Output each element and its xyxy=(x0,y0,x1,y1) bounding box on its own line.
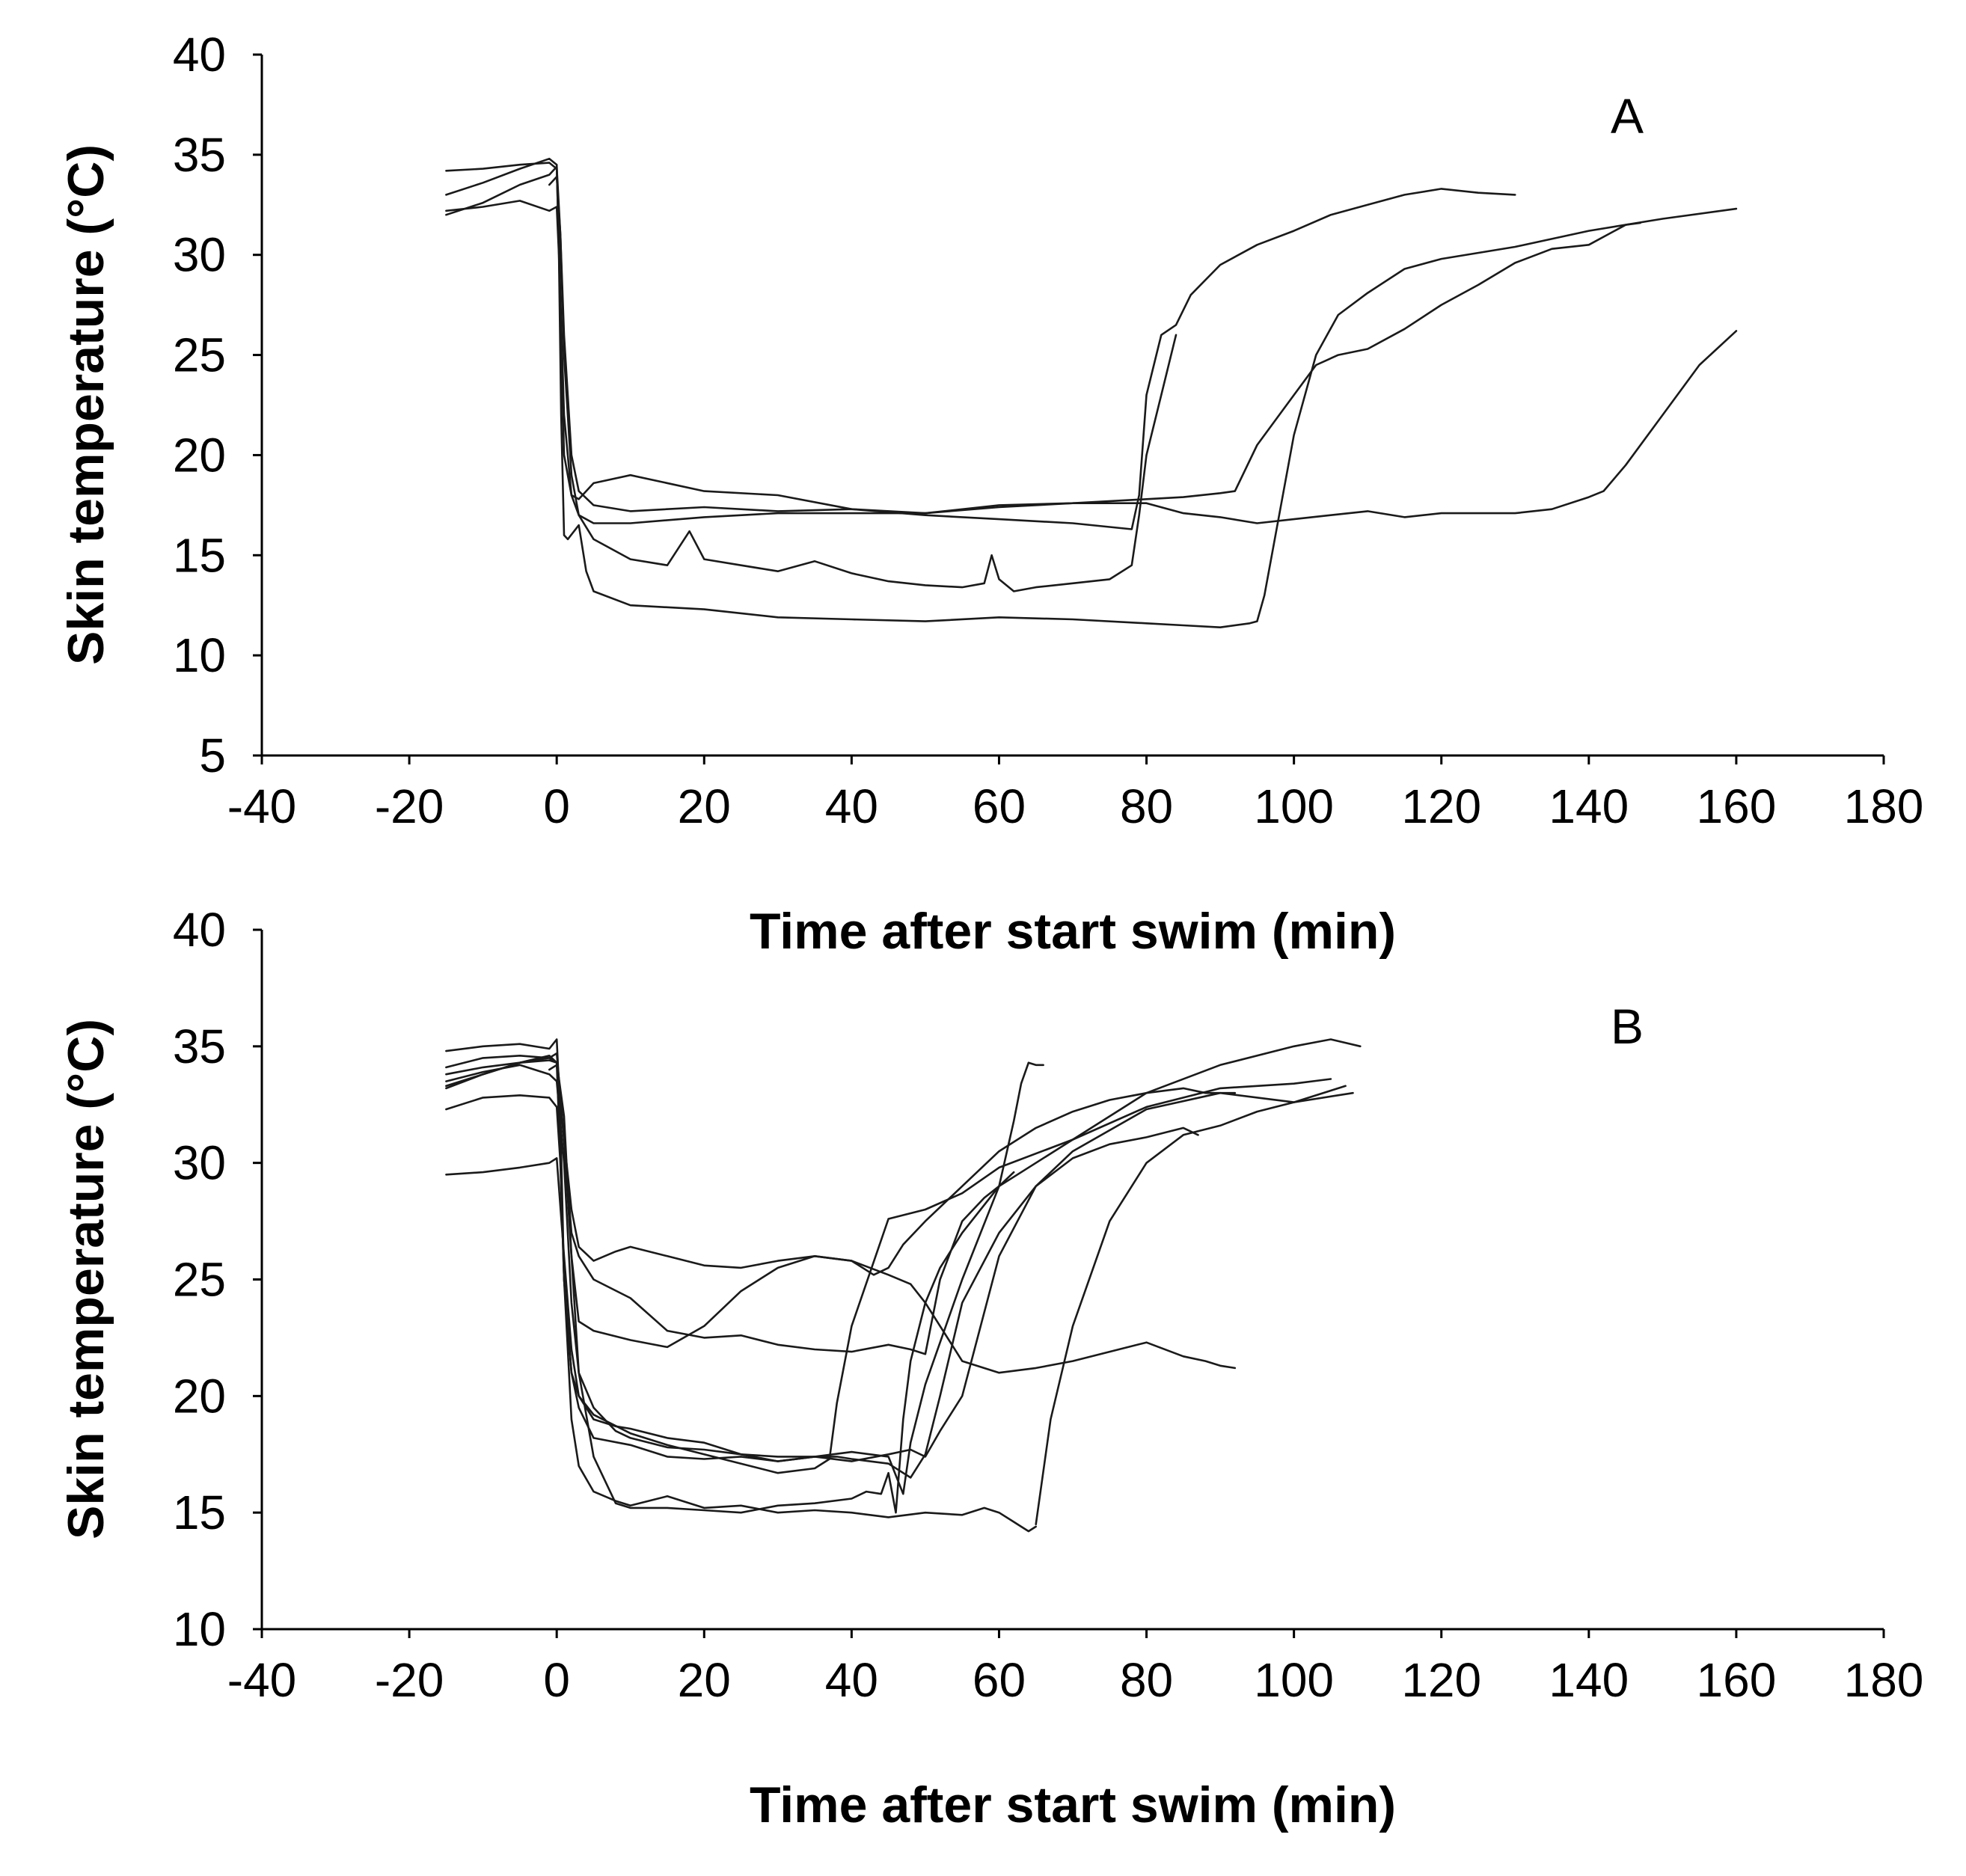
panel-b-series-line-subject-7 xyxy=(445,1091,1354,1479)
panel-a-ticks: -40 -20 0 20 40 60 80 100 120 140 160 180 5 10 15 20 25 3… xyxy=(173,28,1924,833)
panel-b-series-line-subject-6 xyxy=(445,1078,1332,1474)
panel-b: -40 -20 0 20 40 60 80 100 120 140 160 180 10 15 20 25 30… xyxy=(58,903,1923,1833)
panel-b-y-tick-label: 30 xyxy=(173,1136,226,1190)
panel-a-series-line-subject-4 xyxy=(445,200,1738,629)
panel-a-y-tick-label: 35 xyxy=(173,128,226,182)
panel-b-y-axis-title: Skin temperature (°C) xyxy=(58,1019,114,1539)
panel-a-y-tick-label: 30 xyxy=(173,228,226,282)
panel-a-series-line-subject-3 xyxy=(445,162,1738,524)
panel-b-series-line-subject-5 xyxy=(445,1061,1044,1495)
panel-a-y-tick-label: 40 xyxy=(173,28,226,82)
panel-b-y-tick-label: 10 xyxy=(173,1602,226,1656)
panel-a-series xyxy=(445,157,1738,629)
panel-a-y-tick-label: 5 xyxy=(199,729,226,782)
panel-a-x-tick-label: 60 xyxy=(973,779,1026,833)
panel-b-series-line-subject-8 xyxy=(445,1059,1015,1355)
panel-b-x-axis-title: Time after start swim (min) xyxy=(750,1777,1396,1833)
panel-b-x-tick-label: 100 xyxy=(1254,1653,1334,1707)
panel-a-x-axis-title: Time after start swim (min) xyxy=(750,903,1396,960)
panel-b-y-tick-label: 40 xyxy=(173,903,226,957)
panel-b-series-line-subject-2 xyxy=(1035,1085,1347,1526)
panel-b-x-tick-label: 40 xyxy=(825,1653,878,1707)
panel-a-y-tick-label: 10 xyxy=(173,628,226,682)
panel-b-x-tick-label: 160 xyxy=(1697,1653,1777,1707)
panel-b-x-tick-label: 140 xyxy=(1549,1653,1629,1707)
panel-a-label: A xyxy=(1611,88,1644,144)
panel-a-y-tick-label: 20 xyxy=(173,428,226,482)
panel-b-x-tick-label: -20 xyxy=(375,1653,444,1707)
panel-b-x-tick-label: 120 xyxy=(1401,1653,1481,1707)
panel-a: -40 -20 0 20 40 60 80 100 120 140 160 180 5 10 15 20 25 3… xyxy=(58,28,1923,960)
panel-a-x-tick-label: -40 xyxy=(227,779,297,833)
panel-a-y-tick-label: 15 xyxy=(173,528,226,582)
panel-b-x-tick-label: 180 xyxy=(1844,1653,1924,1707)
panel-a-x-tick-label: 120 xyxy=(1401,779,1481,833)
panel-b-y-tick-label: 25 xyxy=(173,1253,226,1307)
panel-b-ticks: -40 -20 0 20 40 60 80 100 120 140 160 180 10 15 20 25 30… xyxy=(173,903,1924,1707)
panel-a-x-tick-label: 100 xyxy=(1254,779,1334,833)
panel-a-x-tick-label: 40 xyxy=(825,779,878,833)
panel-b-x-tick-label: 60 xyxy=(973,1653,1026,1707)
panel-a-x-tick-label: 0 xyxy=(543,779,570,833)
panel-b-x-tick-label: 0 xyxy=(543,1653,570,1707)
panel-a-x-tick-label: 140 xyxy=(1549,779,1629,833)
panel-b-y-tick-label: 35 xyxy=(173,1020,226,1073)
panel-a-y-tick-label: 25 xyxy=(173,328,226,382)
panel-a-x-tick-label: 180 xyxy=(1844,779,1924,833)
panel-a-y-axis-title: Skin temperature (°C) xyxy=(58,144,114,665)
panel-b-x-tick-label: 80 xyxy=(1120,1653,1173,1707)
panel-b-x-tick-label: -40 xyxy=(227,1653,297,1707)
panel-b-series xyxy=(445,1038,1362,1533)
panel-a-x-tick-label: 20 xyxy=(678,779,731,833)
panel-b-x-tick-label: 20 xyxy=(678,1653,731,1707)
panel-a-x-tick-label: -20 xyxy=(375,779,444,833)
panel-b-label: B xyxy=(1611,999,1644,1054)
panel-a-x-tick-label: 160 xyxy=(1697,779,1777,833)
panel-b-y-tick-label: 15 xyxy=(173,1486,226,1539)
panel-a-x-tick-label: 80 xyxy=(1120,779,1173,833)
panel-b-y-tick-label: 20 xyxy=(173,1369,226,1423)
panel-b-series-line-subject-10 xyxy=(548,1064,1237,1374)
panel-a-series-line-subject-5 xyxy=(548,176,1178,592)
